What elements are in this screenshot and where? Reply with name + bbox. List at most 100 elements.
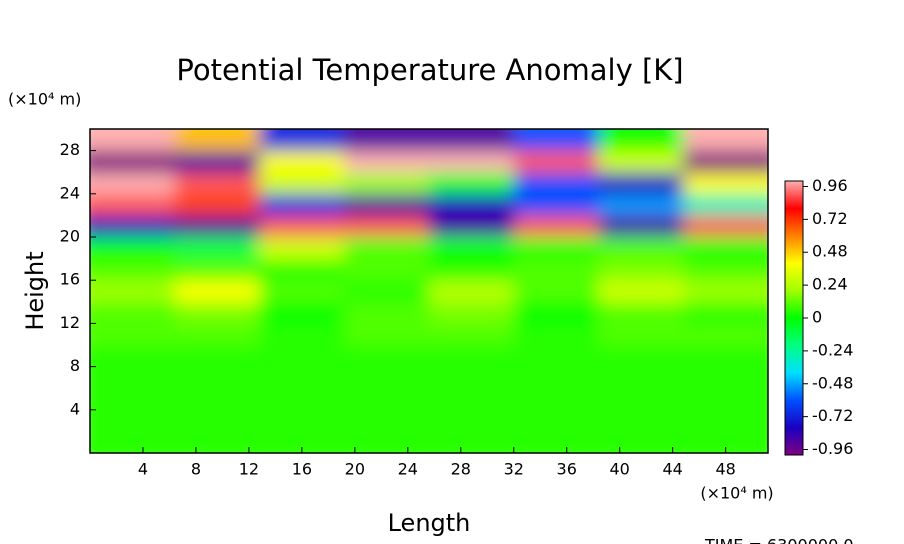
cell — [344, 193, 430, 216]
cell — [174, 345, 260, 368]
colorbar-tick-label: 0.96 — [812, 176, 848, 195]
cell — [259, 345, 345, 368]
cell — [683, 323, 768, 346]
x-tick-label: 24 — [398, 460, 418, 479]
cell — [513, 237, 599, 260]
chart-title: Potential Temperature Anomaly [K] — [176, 53, 683, 87]
cell — [429, 388, 515, 411]
cell — [174, 172, 260, 195]
cell — [683, 193, 768, 216]
cell — [429, 172, 515, 195]
y-tick-label: 4 — [70, 399, 80, 418]
cell — [513, 431, 599, 453]
cell — [683, 150, 768, 173]
cell — [90, 301, 176, 324]
y-unit: (×10⁴ m) — [8, 90, 81, 109]
cell — [513, 301, 599, 324]
cell — [429, 409, 515, 432]
cell — [429, 258, 515, 281]
cell — [683, 258, 768, 281]
cell — [598, 193, 684, 216]
cell — [259, 431, 345, 453]
cell — [259, 258, 345, 281]
field — [90, 129, 768, 453]
cell — [429, 431, 515, 453]
cell — [259, 301, 345, 324]
cell — [90, 193, 176, 216]
x-tick-label: 36 — [557, 460, 577, 479]
cell — [344, 129, 430, 152]
cell — [344, 215, 430, 238]
cell — [90, 388, 176, 411]
cell — [344, 409, 430, 432]
x-axis-label: Length — [388, 509, 471, 537]
cell — [598, 366, 684, 389]
cell — [598, 150, 684, 173]
cell — [90, 345, 176, 368]
cell — [429, 215, 515, 238]
x-tick-label: 4 — [138, 460, 148, 479]
cell — [429, 323, 515, 346]
cell — [174, 409, 260, 432]
cell — [259, 237, 345, 260]
x-tick-label: 32 — [504, 460, 524, 479]
cell — [429, 237, 515, 260]
y-tick-label: 24 — [60, 183, 80, 202]
cell — [429, 301, 515, 324]
cell — [174, 193, 260, 216]
cell — [429, 193, 515, 216]
cell — [683, 237, 768, 260]
cell — [513, 323, 599, 346]
cell — [90, 172, 176, 195]
cell — [683, 301, 768, 324]
y-axis-label: Height — [21, 251, 49, 330]
x-tick-label: 28 — [451, 460, 471, 479]
colorbar-tick-label: -0.48 — [812, 373, 853, 392]
cell — [683, 388, 768, 411]
cell — [429, 345, 515, 368]
cell — [259, 193, 345, 216]
cell — [90, 129, 176, 152]
cell — [344, 301, 430, 324]
x-tick-label: 16 — [292, 460, 312, 479]
cell — [174, 366, 260, 389]
cell — [683, 409, 768, 432]
cell — [90, 323, 176, 346]
cell — [513, 280, 599, 303]
cell — [90, 215, 176, 238]
cell — [513, 193, 599, 216]
cell — [598, 345, 684, 368]
cell — [259, 323, 345, 346]
cell — [344, 172, 430, 195]
cell — [683, 172, 768, 195]
x-unit: (×10⁴ m) — [700, 484, 773, 503]
cell — [683, 129, 768, 152]
colorbar-tick-label: 0.24 — [812, 275, 848, 294]
y-tick-label: 28 — [60, 140, 80, 159]
x-tick-label: 48 — [715, 460, 735, 479]
cell — [259, 366, 345, 389]
cell — [598, 215, 684, 238]
x-tick-label: 20 — [345, 460, 365, 479]
cell — [429, 366, 515, 389]
cell — [513, 258, 599, 281]
cell — [683, 431, 768, 453]
cell — [598, 172, 684, 195]
cell — [259, 129, 345, 152]
x-tick-label: 8 — [191, 460, 201, 479]
colorbar-tick-label: 0 — [812, 308, 822, 327]
cell — [598, 409, 684, 432]
cell — [90, 258, 176, 281]
cell — [598, 258, 684, 281]
annotation: TIME = 6300000.0 — [704, 536, 854, 544]
cell — [90, 280, 176, 303]
cell — [174, 323, 260, 346]
colorbar-tick-label: -0.72 — [812, 406, 853, 425]
cell — [259, 388, 345, 411]
cell — [683, 345, 768, 368]
colorbar — [784, 180, 804, 456]
cell — [429, 280, 515, 303]
cell — [683, 366, 768, 389]
cell — [344, 280, 430, 303]
